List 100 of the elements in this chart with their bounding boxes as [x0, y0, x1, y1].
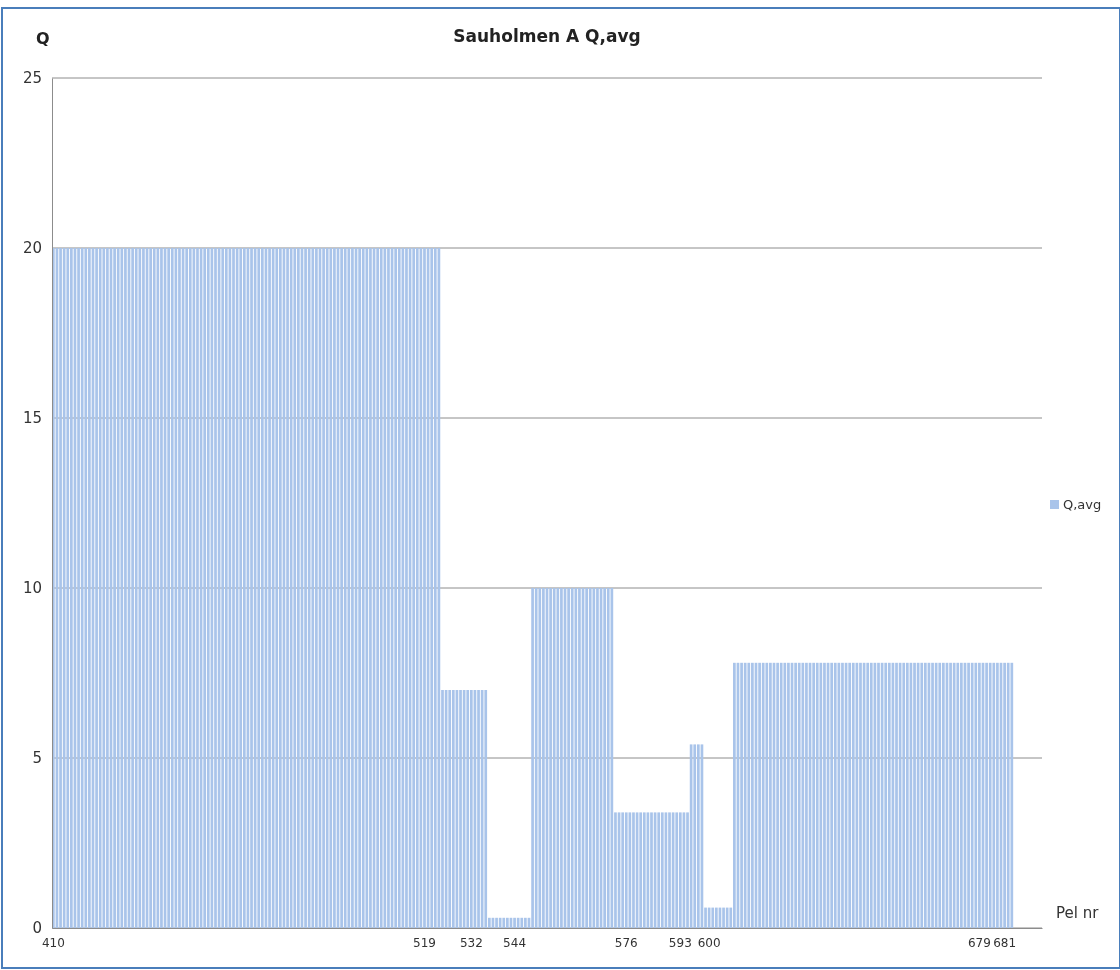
- bar: [469, 690, 473, 928]
- bar: [322, 248, 325, 928]
- bar: [758, 662, 761, 928]
- bar: [956, 662, 960, 928]
- bar: [124, 248, 127, 928]
- bar: [639, 812, 643, 928]
- bar: [542, 588, 545, 928]
- bar: [985, 662, 988, 928]
- bar: [1010, 662, 1014, 928]
- bar: [769, 662, 772, 928]
- bar: [931, 662, 934, 928]
- x-tick-label: 410: [41, 935, 65, 950]
- bar: [794, 662, 797, 928]
- bar: [960, 662, 963, 928]
- bar: [260, 248, 264, 928]
- bar: [423, 248, 426, 928]
- bar: [812, 662, 815, 928]
- bar: [978, 662, 981, 928]
- y-tick-label: 20: [22, 239, 42, 258]
- bar: [920, 662, 924, 928]
- bar: [815, 662, 819, 928]
- bar: [120, 248, 124, 928]
- bar: [358, 248, 361, 928]
- legend-label: Q,avg: [1063, 497, 1102, 512]
- bar: [351, 248, 354, 928]
- bar: [430, 248, 434, 928]
- bar: [451, 690, 455, 928]
- bar: [106, 248, 109, 928]
- bar: [170, 248, 174, 928]
- bar: [142, 248, 145, 928]
- bar: [275, 248, 279, 928]
- bar: [239, 248, 243, 928]
- bar: [552, 588, 556, 928]
- bar: [397, 248, 401, 928]
- bar: [650, 812, 653, 928]
- bar: [516, 917, 520, 928]
- bar: [779, 662, 783, 928]
- bar: [185, 248, 189, 928]
- bar: [938, 662, 942, 928]
- bar: [549, 588, 552, 928]
- bar: [307, 248, 311, 928]
- bar: [62, 248, 66, 928]
- bar: [696, 744, 700, 928]
- bar: [495, 917, 498, 928]
- bar: [988, 662, 992, 928]
- bar: [167, 248, 171, 928]
- bar: [138, 248, 142, 928]
- bar: [224, 248, 228, 928]
- bar: [196, 248, 199, 928]
- bar: [365, 248, 369, 928]
- bar: [570, 588, 574, 928]
- bar: [776, 662, 779, 928]
- bar: [466, 690, 470, 928]
- bar: [524, 917, 527, 928]
- bar: [801, 662, 805, 928]
- bar: [134, 248, 138, 928]
- bar: [967, 662, 970, 928]
- bar: [902, 662, 906, 928]
- bar: [588, 588, 592, 928]
- bar: [869, 662, 873, 928]
- bar: [98, 248, 102, 928]
- bar: [538, 588, 542, 928]
- bar: [271, 248, 275, 928]
- x-tick-label: 532: [459, 935, 483, 950]
- bar: [923, 662, 927, 928]
- bar: [823, 662, 826, 928]
- x-tick-label: 576: [614, 935, 638, 950]
- bar: [740, 662, 743, 928]
- bar: [725, 907, 729, 928]
- bar: [343, 248, 347, 928]
- bar: [66, 248, 70, 928]
- bar: [905, 662, 909, 928]
- bar: [304, 248, 307, 928]
- bar: [347, 248, 351, 928]
- bar: [131, 248, 134, 928]
- bar: [642, 812, 646, 928]
- bar: [848, 662, 852, 928]
- bar: [369, 248, 372, 928]
- x-tick-label: 600: [697, 935, 721, 950]
- bar: [152, 248, 156, 928]
- bar: [379, 248, 383, 928]
- bar: [787, 662, 790, 928]
- bar: [895, 662, 898, 928]
- bar: [311, 248, 315, 928]
- bar: [805, 662, 808, 928]
- bar: [934, 662, 938, 928]
- bar: [268, 248, 271, 928]
- bar: [952, 662, 956, 928]
- bar: [329, 248, 333, 928]
- bar: [996, 662, 999, 928]
- bar: [970, 662, 974, 928]
- bar: [498, 917, 502, 928]
- bar: [315, 248, 318, 928]
- bar: [621, 812, 625, 928]
- bar: [88, 248, 91, 928]
- bar: [841, 662, 844, 928]
- bar: [433, 248, 437, 928]
- bar: [761, 662, 765, 928]
- bar: [415, 248, 419, 928]
- x-tick-label: 593: [668, 935, 692, 950]
